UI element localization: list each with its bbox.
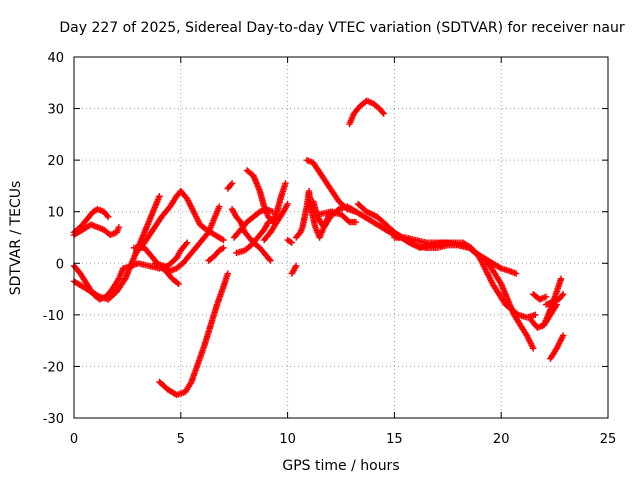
data-point-arc-12 — [267, 257, 274, 264]
data-point-arc-4 — [95, 292, 102, 300]
data-point-arc-26 — [532, 311, 539, 319]
x-tick-label: 20 — [493, 432, 510, 447]
data-point-arc-11 — [227, 181, 235, 188]
data-point-arc-6 — [174, 279, 181, 287]
y-tick-label: -20 — [43, 360, 64, 375]
x-tick-label: 15 — [386, 432, 403, 447]
data-point-arc-16 — [284, 200, 291, 208]
x-axis-label: GPS time / hours — [282, 458, 399, 474]
x-tick-label: 0 — [70, 432, 78, 447]
grid-lines — [74, 57, 608, 418]
data-point-arc-18 — [292, 262, 300, 270]
data-point-arc-5 — [182, 240, 190, 248]
data-point-arc-17 — [288, 239, 296, 246]
y-tick-label: -30 — [43, 412, 64, 427]
data-point-arc-31 — [559, 332, 567, 339]
data-point-arc-29 — [557, 275, 565, 282]
data-point-arc-7 — [218, 236, 226, 243]
y-tick-label: 30 — [47, 103, 64, 118]
y-tick-label: 0 — [56, 257, 64, 272]
data-point-arc-10 — [218, 245, 226, 252]
axis-ticks: 0 5 10 15 20 25 -30 -20 -10 0 10 20 30 40 — [43, 51, 617, 447]
chart-title: Day 227 of 2025, Sidereal Day-to-day VTE… — [59, 20, 625, 36]
data-point-arc-1 — [104, 213, 112, 221]
x-tick-label: 5 — [177, 432, 185, 447]
data-point-arc-15 — [282, 180, 289, 187]
data-point-arc-1 — [103, 212, 111, 219]
data-point-arc-6 — [175, 280, 182, 288]
plot-frame — [73, 56, 609, 419]
y-tick-label: 40 — [47, 51, 64, 66]
y-tick-label: 10 — [47, 206, 64, 221]
y-axis-label: SDTVAR / TECUs — [8, 181, 24, 296]
data-point-arc-10 — [220, 244, 227, 252]
data-point-arc-8 — [216, 203, 223, 210]
data-point-arc-12 — [266, 256, 273, 263]
data-points — [70, 97, 567, 398]
data-point-arc-17 — [287, 238, 294, 245]
data-point-arc-2 — [115, 223, 123, 231]
data-point-arc-9 — [224, 270, 231, 277]
y-tick-label: 20 — [47, 154, 64, 169]
data-point-arc-23 — [379, 109, 386, 116]
data-point-arc-23 — [380, 110, 387, 117]
data-point-arc-11 — [228, 180, 236, 187]
data-point-arc-7 — [220, 236, 227, 244]
x-tick-label: 10 — [279, 432, 296, 447]
data-point-arc-30 — [558, 292, 566, 299]
y-tick-label: -10 — [43, 309, 64, 324]
data-point-arc-25 — [512, 270, 520, 277]
data-point-arc-5 — [184, 239, 191, 246]
data-point-arc-28 — [542, 293, 550, 301]
data-point-arc-24 — [530, 345, 537, 352]
data-point-arc-22 — [352, 218, 360, 226]
data-point-arc-25 — [496, 264, 503, 271]
data-point-arc-4 — [156, 193, 163, 200]
x-tick-label: 25 — [600, 432, 617, 447]
data-point-arc-30 — [559, 291, 567, 298]
